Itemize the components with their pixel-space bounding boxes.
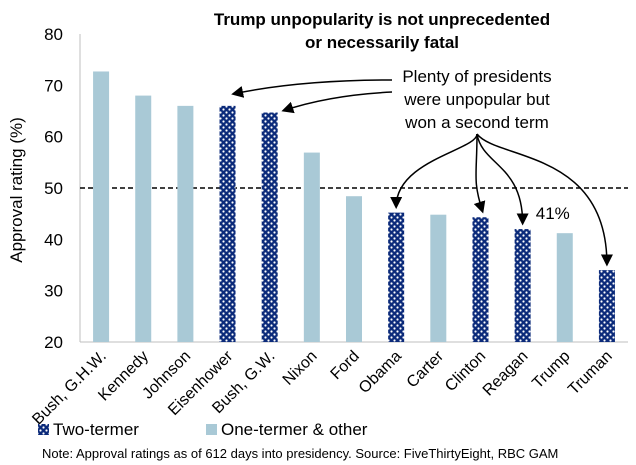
arrow-to-truman xyxy=(476,133,613,267)
x-tick-label: Ford xyxy=(328,348,363,383)
y-axis-label: Approval rating (%) xyxy=(7,117,26,263)
y-tick-label: 30 xyxy=(44,282,63,301)
bar-nixon xyxy=(303,152,320,342)
x-tick-label: Nixon xyxy=(280,348,321,389)
x-tick-label: Obama xyxy=(356,348,405,397)
annotation-arrows xyxy=(231,79,613,267)
y-tick-label: 70 xyxy=(44,76,63,95)
bar-trump xyxy=(556,233,573,342)
bar-truman xyxy=(598,270,615,342)
legend-label-one-termer: One-termer & other xyxy=(221,420,368,439)
y-tick-label: 40 xyxy=(44,230,63,249)
bar-johnson xyxy=(177,105,194,342)
y-tick-label: 80 xyxy=(44,25,63,44)
data-labels: 41% xyxy=(536,204,570,223)
arrow-to-reagan xyxy=(476,133,529,226)
x-tick-label: Reagan xyxy=(480,348,532,400)
y-tick-label: 20 xyxy=(44,333,63,352)
arrow-to-obama xyxy=(390,133,478,210)
bar-clinton xyxy=(472,217,489,342)
y-axis: 20 30 40 50 60 70 80 xyxy=(44,25,63,352)
arrow-to-clinton xyxy=(473,133,486,214)
annotation-line-2: were unpopular but xyxy=(403,90,550,109)
x-tick-label: Carter xyxy=(404,347,448,391)
bar-obama xyxy=(388,212,405,342)
legend: Two-termer One-termer & other xyxy=(38,420,368,439)
chart-title-line1: Trump unpopularity is not unprecedented xyxy=(214,10,550,29)
bar-bush-g-w xyxy=(261,112,278,342)
data-label-trump: 41% xyxy=(536,204,570,223)
legend-swatch-two-termer xyxy=(38,424,49,435)
bar-reagan xyxy=(514,229,531,342)
annotation: Plenty of presidents were unpopular but … xyxy=(402,67,551,132)
bar-bush-g-h-w xyxy=(93,71,110,343)
chart-title-line2: or necessarily fatal xyxy=(305,33,459,52)
bar-ford xyxy=(346,196,362,342)
y-tick-label: 60 xyxy=(44,128,63,147)
annotation-line-3: won a second term xyxy=(404,113,549,132)
annotation-line-1: Plenty of presidents xyxy=(402,67,551,86)
x-axis: Bush, G.H.W.KennedyJohnsonEisenhowerBush… xyxy=(29,347,615,428)
legend-swatch-one-termer xyxy=(206,424,217,435)
source-note: Note: Approval ratings as of 612 days in… xyxy=(42,446,558,461)
bars xyxy=(93,71,615,343)
bar-kennedy xyxy=(135,95,152,342)
legend-label-two-termer: Two-termer xyxy=(53,420,139,439)
x-tick-label: Truman xyxy=(565,348,616,399)
y-tick-label: 50 xyxy=(44,179,63,198)
bar-eisenhower xyxy=(219,105,236,342)
bar-carter xyxy=(430,214,447,342)
x-tick-label: Bush, G.H.W. xyxy=(29,348,110,429)
arrow-to-eisenhower xyxy=(231,79,393,98)
arrow-to-bush-gw xyxy=(281,91,393,114)
